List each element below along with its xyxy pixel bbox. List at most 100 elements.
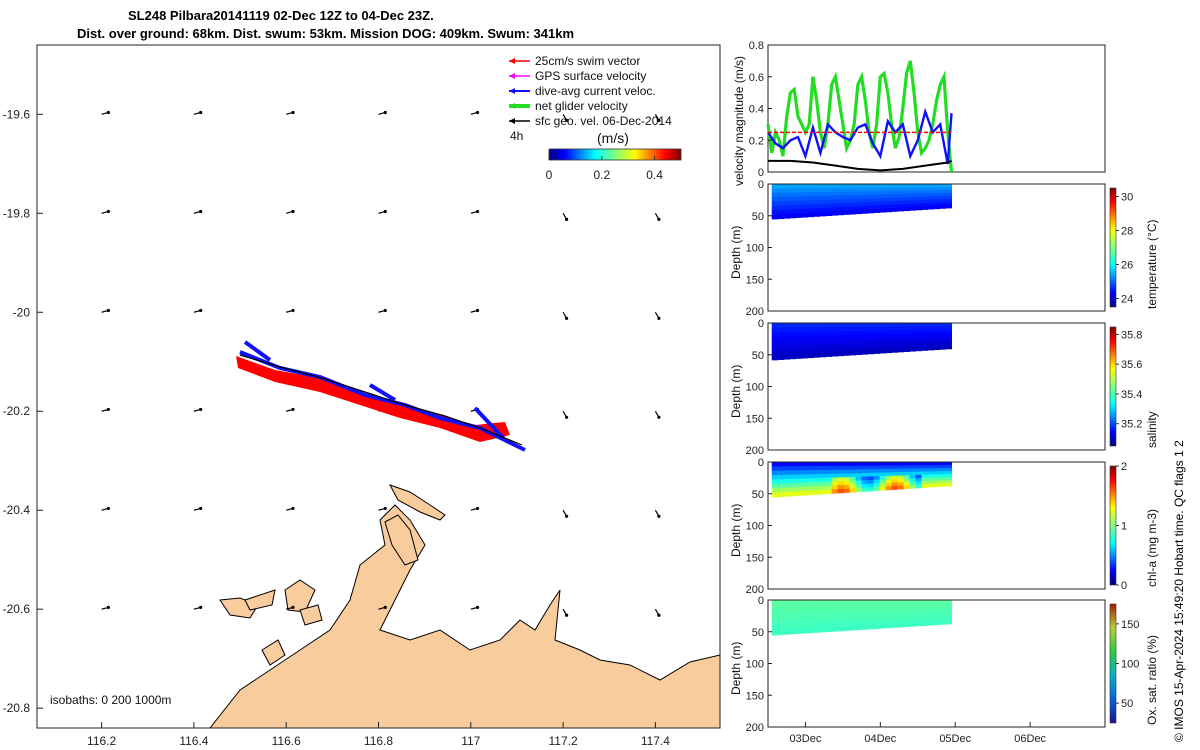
profile-cell — [813, 462, 821, 467]
profile-cell — [903, 333, 911, 338]
profile-cell — [771, 323, 779, 329]
profile-cell — [903, 616, 911, 621]
profile-cell — [825, 485, 833, 491]
profile-cell — [837, 203, 845, 208]
geo-velocity-arrowhead — [383, 110, 387, 115]
profile-colorbar — [1109, 603, 1117, 724]
profile-cell — [795, 331, 803, 337]
profile-cell — [891, 333, 899, 339]
profile-cell — [783, 213, 791, 219]
profile-cell — [783, 600, 791, 605]
profile-cell — [837, 210, 845, 216]
profile-cell — [933, 603, 940, 607]
profile-cell — [873, 621, 881, 626]
profile-cell — [807, 462, 815, 467]
profile-cell — [771, 355, 779, 361]
profile-cell — [909, 187, 917, 192]
profile-cell — [771, 613, 779, 618]
profile-cell — [795, 612, 803, 618]
speed-colorbar-ticks: 0 0.2 0.4 — [546, 156, 663, 182]
map-y-ticks: -19.6 -19.8 -20 -20.2 -20.4 -20.6 -20.8 — [3, 107, 43, 715]
profile-cell — [891, 600, 899, 604]
profile-cell — [891, 348, 899, 353]
profile-cell — [891, 194, 899, 199]
profile-cell — [927, 615, 935, 620]
profile-cell — [945, 186, 952, 191]
legend-swatch-head — [509, 118, 515, 124]
profile-cell — [927, 326, 935, 331]
profile-cell — [867, 323, 875, 328]
colorbar-tick-label: 0.4 — [646, 168, 663, 182]
profile-cell — [801, 323, 809, 328]
profile-cell — [891, 475, 899, 480]
profile-cell — [927, 462, 935, 466]
profile-cell — [939, 615, 946, 619]
profile-cell — [879, 469, 887, 474]
profile-cell — [915, 606, 923, 611]
profile-cell — [903, 475, 911, 480]
profile-cell — [933, 606, 940, 610]
profile-cell — [819, 465, 827, 471]
profile-cell — [819, 323, 827, 328]
profile-cell — [897, 485, 905, 490]
profile-cell — [939, 474, 946, 478]
profile-cell — [825, 191, 833, 197]
profile-cell — [789, 629, 797, 635]
depth-tick-label: 200 — [746, 584, 764, 596]
profile-cell — [807, 340, 815, 346]
profile-cell — [879, 349, 887, 354]
profile-cell — [813, 323, 821, 328]
profile-cell — [945, 201, 952, 206]
profile-cell — [903, 344, 911, 349]
profile-cell — [795, 487, 803, 492]
profile-cell — [867, 610, 875, 615]
profile-cell — [837, 323, 845, 328]
profile-cell — [831, 462, 839, 467]
profile-cell — [885, 472, 893, 477]
profile-cell — [855, 209, 863, 215]
land-island-7 — [261, 639, 286, 666]
profile-cell — [873, 208, 881, 213]
profile-cell — [789, 616, 797, 622]
profile-cell — [807, 192, 815, 197]
profile-cell — [849, 202, 857, 207]
profile-cell — [945, 198, 952, 203]
profile-cell — [861, 469, 869, 474]
profile-cell — [933, 199, 940, 203]
profile-cell — [861, 618, 869, 623]
profile-cell — [909, 481, 917, 486]
map-y-tick-label: -19.8 — [3, 206, 31, 220]
profile-cell — [867, 334, 875, 339]
profile-cell — [777, 336, 785, 342]
profile-cell — [825, 623, 833, 629]
legend-swatch-head — [509, 58, 515, 64]
profile-cell — [843, 488, 851, 493]
profile-cell — [927, 343, 935, 348]
profile-cell — [801, 620, 809, 626]
profile-cell — [801, 349, 809, 355]
profile-cell — [897, 341, 905, 346]
profile-cell — [891, 184, 899, 188]
profile-cell — [801, 470, 809, 475]
profile-cell — [813, 192, 821, 197]
profile-cell — [837, 473, 845, 478]
profile-cell — [903, 193, 911, 198]
profile-cell — [771, 479, 779, 485]
profile-cell — [771, 626, 779, 632]
profile-cell — [819, 199, 827, 205]
profile-cell — [795, 196, 803, 202]
profile-cell — [819, 473, 827, 479]
profile-cell — [849, 600, 857, 605]
profile-cell — [849, 195, 857, 200]
profile-cell — [795, 478, 803, 484]
profile-cell — [807, 470, 815, 475]
profile-cell — [885, 348, 893, 354]
profile-cell — [831, 485, 839, 490]
profile-cell — [855, 614, 863, 619]
profile-cell — [903, 481, 911, 486]
profile-cell — [849, 342, 857, 348]
profile-cell — [873, 198, 881, 203]
profile-cell — [801, 478, 809, 484]
profile-cell — [789, 196, 797, 202]
geo-velocity-arrowhead — [564, 118, 569, 122]
